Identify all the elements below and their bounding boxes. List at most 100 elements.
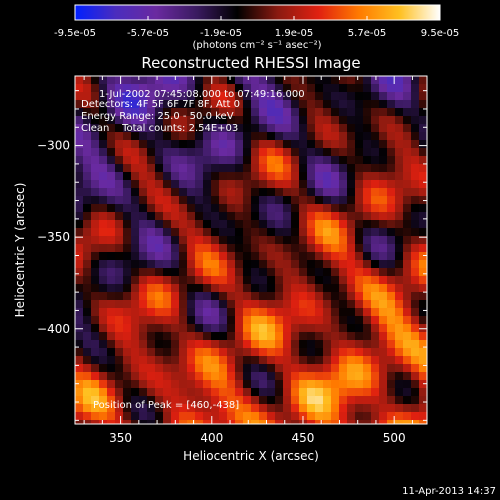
heatmap-cell xyxy=(179,324,188,333)
heatmap-cell xyxy=(91,260,100,269)
heatmap-cell xyxy=(91,76,100,85)
heatmap-cell xyxy=(315,356,324,365)
heatmap-cell xyxy=(115,340,124,349)
heatmap-cell xyxy=(195,396,204,405)
heatmap-cell xyxy=(363,92,372,101)
heatmap-cell xyxy=(139,204,148,213)
heatmap-cell xyxy=(83,396,92,405)
heatmap-cell xyxy=(275,300,284,309)
heatmap-cell xyxy=(203,372,212,381)
heatmap-cell xyxy=(187,244,196,253)
heatmap-cell xyxy=(331,172,340,181)
heatmap-cell xyxy=(379,356,388,365)
heatmap-cell xyxy=(99,404,108,413)
heatmap-cell xyxy=(171,300,180,309)
heatmap-cell xyxy=(379,260,388,269)
heatmap-cell xyxy=(315,300,324,309)
heatmap-cell xyxy=(195,316,204,325)
heatmap-cell xyxy=(403,196,412,205)
heatmap-cell xyxy=(251,268,260,277)
heatmap-cell xyxy=(203,380,212,389)
heatmap-cell xyxy=(267,340,276,349)
heatmap-cell xyxy=(411,276,420,285)
heatmap-cell xyxy=(411,372,420,381)
heatmap-cell xyxy=(267,236,276,245)
heatmap-cell xyxy=(363,100,372,109)
heatmap-cell xyxy=(99,268,108,277)
heatmap-cell xyxy=(235,284,244,293)
heatmap-cell xyxy=(155,164,164,173)
heatmap-cell xyxy=(403,292,412,301)
heatmap-cell xyxy=(195,332,204,341)
heatmap-cell xyxy=(227,236,236,245)
heatmap-cell xyxy=(411,300,420,309)
x-tick-label: 500 xyxy=(383,431,406,445)
heatmap-cell xyxy=(243,292,252,301)
heatmap-cell xyxy=(91,108,100,117)
heatmap-cell xyxy=(291,172,300,181)
heatmap-cell xyxy=(83,372,92,381)
peak-position-label: Position of Peak = [460,-438] xyxy=(93,400,239,411)
heatmap-cell xyxy=(419,372,427,381)
heatmap-cell xyxy=(139,148,148,157)
heatmap-cell xyxy=(355,196,364,205)
heatmap-cell xyxy=(91,316,100,325)
heatmap-cell xyxy=(195,284,204,293)
heatmap-cell xyxy=(411,84,420,93)
heatmap-cell xyxy=(123,124,132,133)
heatmap-cell xyxy=(227,100,236,109)
heatmap-cell xyxy=(339,396,348,405)
heatmap-cell xyxy=(387,412,396,421)
heatmap-cell xyxy=(83,108,92,117)
heatmap-cell xyxy=(139,244,148,253)
heatmap-cell xyxy=(387,84,396,93)
heatmap-cell xyxy=(219,412,228,421)
heatmap-cell xyxy=(387,236,396,245)
heatmap-cell xyxy=(235,188,244,197)
heatmap-cell xyxy=(395,276,404,285)
heatmap-cell xyxy=(155,84,164,93)
heatmap-cell xyxy=(123,220,132,229)
heatmap-cell xyxy=(107,284,116,293)
heatmap-cell xyxy=(363,196,372,205)
heatmap-cell xyxy=(411,228,420,237)
heatmap-cell xyxy=(339,348,348,357)
heatmap-cell xyxy=(179,108,188,117)
heatmap-cell xyxy=(139,92,148,101)
heatmap-cell xyxy=(187,364,196,373)
heatmap-cell xyxy=(371,300,380,309)
heatmap-cell xyxy=(195,188,204,197)
heatmap-cell xyxy=(419,180,427,189)
heatmap-cell xyxy=(195,364,204,373)
heatmap-cell xyxy=(323,132,332,141)
heatmap-cell xyxy=(163,108,172,117)
heatmap-cell xyxy=(411,396,420,405)
heatmap-cell xyxy=(147,348,156,357)
heatmap-cell xyxy=(283,412,292,421)
heatmap-cell xyxy=(299,212,308,221)
heatmap-cell xyxy=(275,236,284,245)
heatmap-cell xyxy=(99,260,108,269)
heatmap-cell xyxy=(339,100,348,109)
heatmap-cell xyxy=(379,348,388,357)
heatmap-cell xyxy=(187,212,196,221)
heatmap-cell xyxy=(131,188,140,197)
heatmap-cell xyxy=(419,92,427,101)
heatmap-cell xyxy=(331,300,340,309)
heatmap-cell xyxy=(179,180,188,189)
heatmap-cell xyxy=(171,364,180,373)
heatmap-cell xyxy=(251,276,260,285)
heatmap-cell xyxy=(171,148,180,157)
heatmap-cell xyxy=(163,124,172,133)
heatmap-cell xyxy=(75,156,84,165)
heatmap-cell xyxy=(363,380,372,389)
heatmap-cell xyxy=(283,244,292,253)
heatmap-cell xyxy=(283,348,292,357)
heatmap-cell xyxy=(91,116,100,125)
heatmap-cell xyxy=(211,92,220,101)
heatmap-cell xyxy=(123,116,132,125)
heatmap-cell xyxy=(251,148,260,157)
heatmap-cell xyxy=(235,348,244,357)
heatmap-cell xyxy=(179,124,188,133)
heatmap-cell xyxy=(155,356,164,365)
